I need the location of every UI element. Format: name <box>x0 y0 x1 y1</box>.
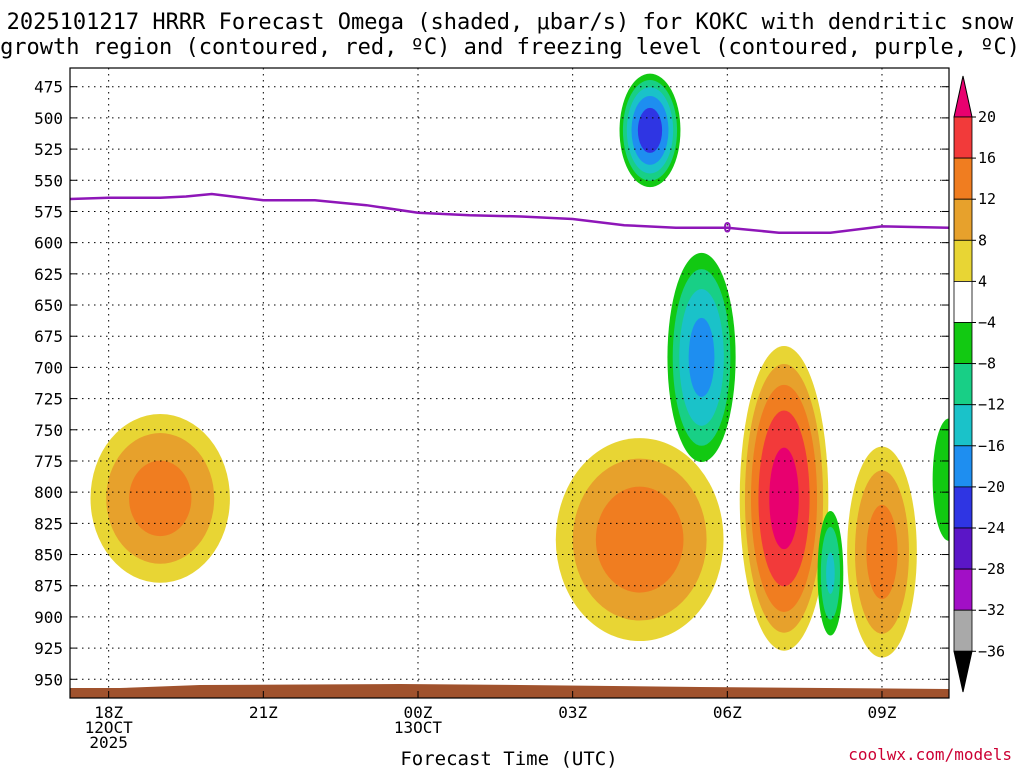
y-tick-label: 750 <box>34 421 63 440</box>
y-tick-label: 600 <box>34 234 63 253</box>
colorbar-bin <box>953 280 973 323</box>
freezing-level-contour: 0 <box>70 192 949 237</box>
colorbar-label: −20 <box>978 478 1005 496</box>
omega-shading <box>90 73 949 658</box>
omega-band-12 <box>866 504 898 600</box>
y-tick-label: 950 <box>34 670 63 689</box>
omega-band-12 <box>595 486 684 593</box>
y-tick-label: 775 <box>34 452 63 471</box>
y-tick-label: 650 <box>34 296 63 315</box>
omega-cell-rising-core-0820z <box>817 510 844 636</box>
colorbar-label: −16 <box>978 437 1005 455</box>
y-tick-label: 725 <box>34 390 63 409</box>
colorbar-label: −12 <box>978 396 1005 414</box>
colorbar-label: −24 <box>978 519 1005 537</box>
omega-band--4 <box>932 418 949 541</box>
colorbar-bin <box>953 609 973 652</box>
x-tick-label: 12OCT <box>85 718 134 737</box>
y-tick-label: 875 <box>34 577 63 596</box>
freezing-level-line <box>70 192 949 234</box>
omega-cell-sinking-core-0110z <box>90 414 230 583</box>
omega-cell-sinking-core-0700z <box>739 346 829 651</box>
omega-band--16 <box>688 317 715 397</box>
omega-band-20 <box>769 447 799 550</box>
y-tick-label: 625 <box>34 265 63 284</box>
colorbar-label: 4 <box>978 272 987 290</box>
credit-text: coolwx.com/models <box>848 745 1012 764</box>
y-tick-label: 900 <box>34 608 63 627</box>
colorbar-bin <box>953 486 973 529</box>
x-tick-label: 00Z <box>404 703 433 722</box>
omega-cell-rising-core-0430z <box>619 73 681 188</box>
omega-cell-sinking-core-0400z <box>555 438 724 642</box>
y-tick-label: 500 <box>34 109 63 128</box>
colorbar-label: −28 <box>978 560 1005 578</box>
colorbar-label: 16 <box>978 149 996 167</box>
y-tick-label: 525 <box>34 140 63 159</box>
plot-area: 0 <box>70 68 949 698</box>
x-tick-label: 09Z <box>868 703 897 722</box>
colorbar-label: 20 <box>978 108 996 126</box>
omega-band--12 <box>826 552 835 595</box>
omega-cell-rising-core-1130z <box>932 418 949 541</box>
y-tick-label: 925 <box>34 639 63 658</box>
y-tick-label: 850 <box>34 546 63 565</box>
omega-band-12 <box>129 460 192 537</box>
x-tick-label: 2025 <box>89 733 128 752</box>
omega-cell-rising-core-0545z <box>667 252 736 462</box>
colorbar: 20 16 12 8 4 −4 −8 −12 −16 −20 −24 −28 −32 −36 <box>953 75 1005 693</box>
colorbar-bin <box>953 239 973 282</box>
x-tick-label: 13OCT <box>394 718 443 737</box>
terrain-fill <box>70 684 949 698</box>
colorbar-label: 12 <box>978 190 996 208</box>
colorbar-bin <box>953 157 973 200</box>
colorbar-bin <box>953 322 973 364</box>
x-tick-label: 06Z <box>713 703 742 722</box>
chart-title-line-2: growth region (contoured, red, ºC) and f… <box>0 35 1020 60</box>
x-tick-label: 21Z <box>249 703 278 722</box>
colorbar-bin <box>953 198 973 241</box>
chart-title-line-1: 2025101217 HRRR Forecast Omega (shaded, … <box>7 10 1014 35</box>
y-tick-label: 800 <box>34 483 63 502</box>
x-tick-label: 18Z <box>94 703 123 722</box>
y-tick-label: 475 <box>34 78 63 97</box>
gridlines <box>70 68 949 698</box>
colorbar-label: −4 <box>978 314 996 332</box>
colorbar-bottom-arrow <box>953 650 973 693</box>
colorbar-bin <box>953 527 973 570</box>
plot-frame <box>69 67 950 699</box>
colorbar-label: −32 <box>978 601 1005 619</box>
colorbar-label: −8 <box>978 355 996 373</box>
omega-cell-sinking-core-0900z <box>847 446 917 658</box>
colorbar-bin <box>953 445 973 488</box>
x-tick-label: 03Z <box>558 703 587 722</box>
y-tick-label: 575 <box>34 202 63 221</box>
y-tick-label: 700 <box>34 358 63 377</box>
x-axis-title: Forecast Time (UTC) <box>400 748 617 768</box>
colorbar-bin <box>953 568 973 611</box>
y-axis: 475 500 525 550 575 600 625 650 675 700 725 750 775 8… <box>34 78 949 689</box>
y-tick-label: 675 <box>34 327 63 346</box>
colorbar-label: −36 <box>978 642 1005 660</box>
freezing-level-label: 0 <box>723 221 731 237</box>
colorbar-bin <box>953 116 973 159</box>
colorbar-label: 8 <box>978 231 987 249</box>
terrain-band <box>70 684 949 698</box>
omega-band--20 <box>637 107 663 153</box>
y-tick-label: 550 <box>34 171 63 190</box>
colorbar-bin <box>953 363 973 406</box>
y-tick-label: 825 <box>34 514 63 533</box>
colorbar-bin <box>953 404 973 447</box>
